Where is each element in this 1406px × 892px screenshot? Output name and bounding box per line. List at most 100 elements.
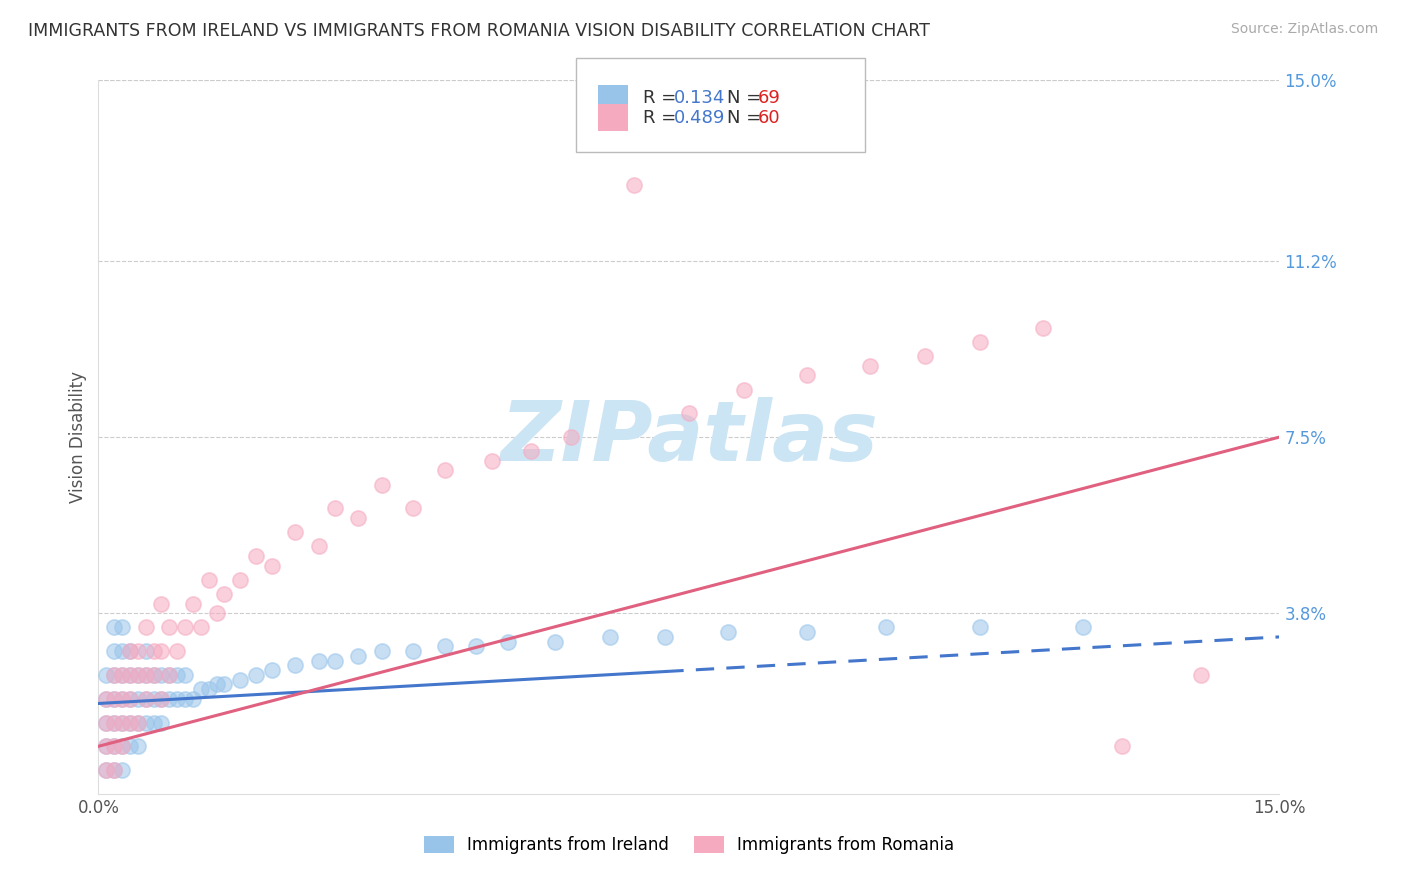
Point bbox=[174, 668, 197, 682]
Point bbox=[229, 673, 252, 687]
Point bbox=[599, 630, 621, 644]
Point bbox=[875, 620, 897, 634]
Point bbox=[111, 691, 134, 706]
Text: 0.134: 0.134 bbox=[673, 89, 725, 107]
Point bbox=[150, 668, 173, 682]
Point bbox=[260, 663, 283, 677]
Point bbox=[623, 178, 645, 192]
Point bbox=[150, 715, 173, 730]
Point bbox=[135, 668, 157, 682]
Point bbox=[433, 640, 456, 654]
Point bbox=[111, 668, 134, 682]
Point bbox=[103, 763, 125, 777]
Point bbox=[1071, 620, 1094, 634]
Point bbox=[678, 406, 700, 420]
Point bbox=[111, 715, 134, 730]
Point bbox=[127, 715, 149, 730]
Point bbox=[96, 763, 118, 777]
Point bbox=[914, 349, 936, 363]
Point bbox=[111, 620, 134, 634]
Point bbox=[733, 383, 755, 397]
Point bbox=[371, 644, 394, 658]
Point bbox=[103, 691, 125, 706]
Point bbox=[111, 691, 134, 706]
Point bbox=[103, 668, 125, 682]
Point bbox=[135, 620, 157, 634]
Point bbox=[1111, 739, 1133, 754]
Point bbox=[214, 677, 236, 691]
Point bbox=[969, 620, 991, 634]
Point bbox=[96, 715, 118, 730]
Point bbox=[308, 654, 330, 668]
Point bbox=[347, 648, 370, 663]
Point bbox=[135, 691, 157, 706]
Point bbox=[796, 625, 818, 640]
Point bbox=[118, 691, 141, 706]
Point bbox=[520, 444, 543, 458]
Point bbox=[245, 668, 267, 682]
Y-axis label: Vision Disability: Vision Disability bbox=[69, 371, 87, 503]
Point bbox=[323, 654, 346, 668]
Point bbox=[465, 640, 488, 654]
Point bbox=[174, 691, 197, 706]
Text: R =: R = bbox=[643, 89, 682, 107]
Point bbox=[1189, 668, 1212, 682]
Point bbox=[127, 668, 149, 682]
Point bbox=[135, 715, 157, 730]
Point bbox=[103, 715, 125, 730]
Point bbox=[103, 691, 125, 706]
Point bbox=[142, 668, 165, 682]
Point bbox=[284, 525, 307, 540]
Point bbox=[118, 715, 141, 730]
Point bbox=[245, 549, 267, 563]
Point bbox=[118, 644, 141, 658]
Point bbox=[118, 715, 141, 730]
Point bbox=[157, 668, 180, 682]
Point bbox=[308, 540, 330, 554]
Point bbox=[284, 658, 307, 673]
Point bbox=[127, 715, 149, 730]
Text: 69: 69 bbox=[758, 89, 780, 107]
Point bbox=[229, 573, 252, 587]
Point bbox=[111, 739, 134, 754]
Point bbox=[181, 597, 204, 611]
Point bbox=[260, 558, 283, 573]
Text: Source: ZipAtlas.com: Source: ZipAtlas.com bbox=[1230, 22, 1378, 37]
Point bbox=[118, 739, 141, 754]
Point bbox=[111, 763, 134, 777]
Legend: Immigrants from Ireland, Immigrants from Romania: Immigrants from Ireland, Immigrants from… bbox=[418, 829, 960, 861]
Point bbox=[969, 334, 991, 349]
Point bbox=[214, 587, 236, 601]
Point bbox=[118, 691, 141, 706]
Point bbox=[142, 715, 165, 730]
Point bbox=[157, 620, 180, 634]
Point bbox=[103, 668, 125, 682]
Point bbox=[197, 682, 219, 697]
Point bbox=[347, 511, 370, 525]
Text: R =: R = bbox=[643, 109, 682, 127]
Point bbox=[544, 634, 567, 648]
Point bbox=[111, 644, 134, 658]
Point bbox=[142, 691, 165, 706]
Point bbox=[111, 668, 134, 682]
Point bbox=[118, 668, 141, 682]
Point bbox=[103, 620, 125, 634]
Point bbox=[127, 644, 149, 658]
Point bbox=[174, 620, 197, 634]
Point bbox=[135, 668, 157, 682]
Point bbox=[135, 644, 157, 658]
Point bbox=[796, 368, 818, 383]
Point bbox=[96, 739, 118, 754]
Text: 0.489: 0.489 bbox=[673, 109, 725, 127]
Point bbox=[560, 430, 582, 444]
Point bbox=[157, 668, 180, 682]
Point bbox=[96, 763, 118, 777]
Point bbox=[142, 644, 165, 658]
Point bbox=[1032, 320, 1054, 334]
Point bbox=[111, 739, 134, 754]
Point bbox=[127, 668, 149, 682]
Point bbox=[717, 625, 740, 640]
Point bbox=[166, 668, 188, 682]
Point bbox=[118, 644, 141, 658]
Text: N =: N = bbox=[727, 109, 766, 127]
